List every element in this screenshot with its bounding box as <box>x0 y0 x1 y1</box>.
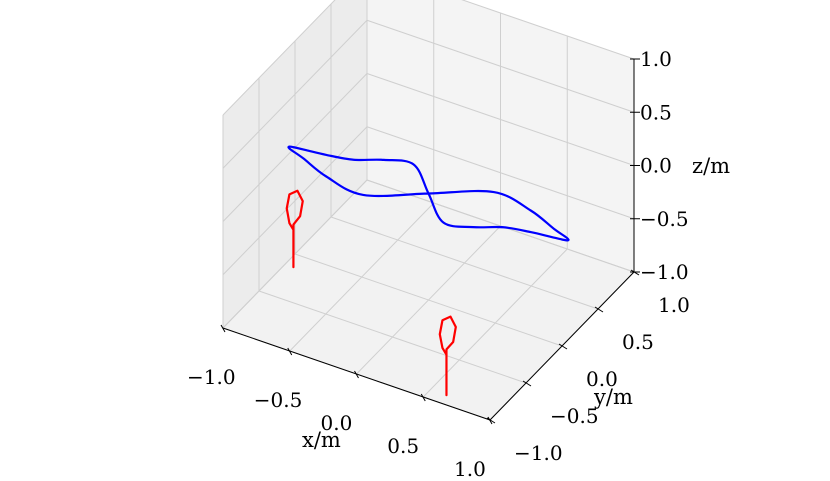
y-tick <box>486 417 496 424</box>
y-tick-label: −1.0 <box>514 441 563 465</box>
x-tick <box>420 393 426 402</box>
z-tick-label: −1.0 <box>640 260 689 284</box>
grid-line <box>366 73 635 166</box>
x-tick <box>487 416 493 425</box>
y-tick <box>522 380 532 387</box>
y-tick-label: 1.0 <box>658 293 690 317</box>
axis-panes <box>223 0 634 420</box>
z-tick-label: −0.5 <box>640 207 689 231</box>
grid-line <box>294 253 563 347</box>
y-tick-label: 0.5 <box>622 330 654 354</box>
grid-line <box>366 19 635 113</box>
x-tick <box>354 370 359 379</box>
x-tick-label: 0.5 <box>387 434 419 458</box>
z-tick-label: 1.0 <box>640 47 672 71</box>
x-tick-label: −1.0 <box>187 365 236 389</box>
y-tick <box>594 306 604 313</box>
tick-marks <box>220 58 640 425</box>
tick-labels: −1.0−0.50.00.51.0−1.0−0.50.00.51.0−1.0−0… <box>187 47 690 481</box>
grid-line <box>222 0 336 116</box>
series-line-2 <box>285 189 304 269</box>
series-line-3 <box>438 315 457 397</box>
x-tick <box>287 347 293 356</box>
series-line-1 <box>287 145 570 242</box>
x-tick-label: −0.5 <box>254 388 303 412</box>
grid-line <box>222 19 368 169</box>
z-tick-label: 0.5 <box>640 100 672 124</box>
y-axis-label: y/m <box>593 385 633 409</box>
x-axis-label: x/m <box>302 428 341 452</box>
y-tick-label: −0.5 <box>550 404 599 428</box>
data-series <box>285 145 570 397</box>
y-tick <box>558 343 568 350</box>
y-tick-label: 0.0 <box>586 367 618 391</box>
x-tick <box>220 324 226 333</box>
grid-line <box>330 216 599 310</box>
x-tick-label: 1.0 <box>454 457 486 481</box>
x-tick-label: 0.0 <box>321 411 353 435</box>
z-axis-label: z/m <box>692 154 730 178</box>
grid-line <box>461 0 635 60</box>
z-tick-label: 0.0 <box>640 154 672 178</box>
